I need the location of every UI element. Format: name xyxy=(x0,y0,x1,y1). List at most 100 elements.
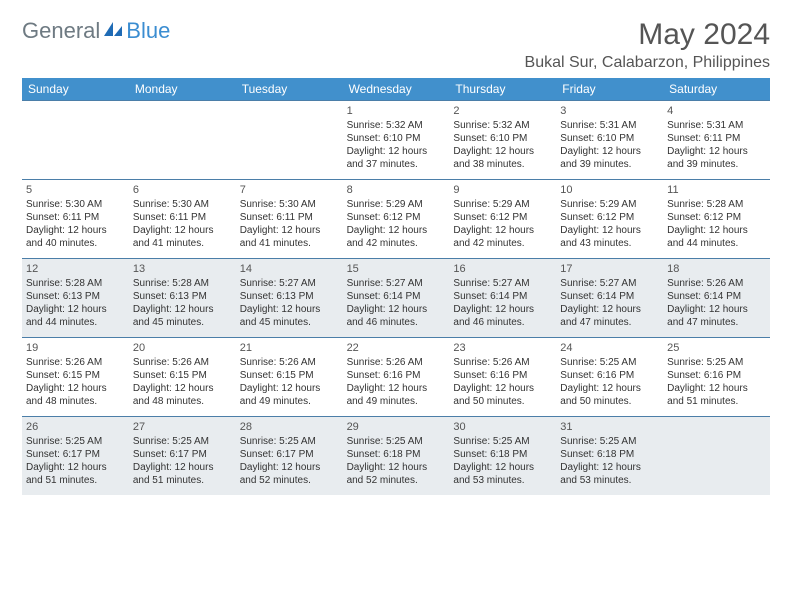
sunrise-text: Sunrise: 5:30 AM xyxy=(240,198,339,211)
daylight-text: Daylight: 12 hours and 38 minutes. xyxy=(453,145,552,171)
sunrise-text: Sunrise: 5:30 AM xyxy=(133,198,232,211)
day-cell: 20Sunrise: 5:26 AMSunset: 6:15 PMDayligh… xyxy=(129,338,236,416)
day-number: 4 xyxy=(667,104,766,118)
calendar-page: General Blue May 2024 Bukal Sur, Calabar… xyxy=(0,0,792,505)
sunrise-text: Sunrise: 5:25 AM xyxy=(26,435,125,448)
day-number: 20 xyxy=(133,341,232,355)
daylight-text: Daylight: 12 hours and 49 minutes. xyxy=(347,382,446,408)
day-number: 19 xyxy=(26,341,125,355)
day-number: 2 xyxy=(453,104,552,118)
sunrise-text: Sunrise: 5:27 AM xyxy=(453,277,552,290)
daylight-text: Daylight: 12 hours and 44 minutes. xyxy=(26,303,125,329)
sunrise-text: Sunrise: 5:32 AM xyxy=(453,119,552,132)
day-cell: 11Sunrise: 5:28 AMSunset: 6:12 PMDayligh… xyxy=(663,180,770,258)
sunset-text: Sunset: 6:17 PM xyxy=(240,448,339,461)
daylight-text: Daylight: 12 hours and 51 minutes. xyxy=(667,382,766,408)
day-cell: 5Sunrise: 5:30 AMSunset: 6:11 PMDaylight… xyxy=(22,180,129,258)
day-cell: 21Sunrise: 5:26 AMSunset: 6:15 PMDayligh… xyxy=(236,338,343,416)
day-cell: 13Sunrise: 5:28 AMSunset: 6:13 PMDayligh… xyxy=(129,259,236,337)
day-number: 31 xyxy=(560,420,659,434)
day-number: 5 xyxy=(26,183,125,197)
sunset-text: Sunset: 6:18 PM xyxy=(347,448,446,461)
day-number: 28 xyxy=(240,420,339,434)
day-number: 11 xyxy=(667,183,766,197)
day-number: 26 xyxy=(26,420,125,434)
day-cell: 29Sunrise: 5:25 AMSunset: 6:18 PMDayligh… xyxy=(343,417,450,495)
sunset-text: Sunset: 6:13 PM xyxy=(133,290,232,303)
sunrise-text: Sunrise: 5:27 AM xyxy=(560,277,659,290)
sunrise-text: Sunrise: 5:25 AM xyxy=(240,435,339,448)
daylight-text: Daylight: 12 hours and 52 minutes. xyxy=(240,461,339,487)
sunset-text: Sunset: 6:14 PM xyxy=(667,290,766,303)
sunset-text: Sunset: 6:11 PM xyxy=(240,211,339,224)
day-cell xyxy=(663,417,770,495)
day-number: 27 xyxy=(133,420,232,434)
sunrise-text: Sunrise: 5:25 AM xyxy=(133,435,232,448)
logo-sail-icon xyxy=(102,20,124,43)
week-row: 5Sunrise: 5:30 AMSunset: 6:11 PMDaylight… xyxy=(22,179,770,258)
weekday-header-row: Sunday Monday Tuesday Wednesday Thursday… xyxy=(22,78,770,100)
sunset-text: Sunset: 6:14 PM xyxy=(347,290,446,303)
daylight-text: Daylight: 12 hours and 40 minutes. xyxy=(26,224,125,250)
daylight-text: Daylight: 12 hours and 41 minutes. xyxy=(240,224,339,250)
sunset-text: Sunset: 6:15 PM xyxy=(133,369,232,382)
sunrise-text: Sunrise: 5:31 AM xyxy=(667,119,766,132)
day-cell: 9Sunrise: 5:29 AMSunset: 6:12 PMDaylight… xyxy=(449,180,556,258)
sunrise-text: Sunrise: 5:25 AM xyxy=(667,356,766,369)
day-cell: 22Sunrise: 5:26 AMSunset: 6:16 PMDayligh… xyxy=(343,338,450,416)
daylight-text: Daylight: 12 hours and 52 minutes. xyxy=(347,461,446,487)
sunset-text: Sunset: 6:10 PM xyxy=(560,132,659,145)
sunrise-text: Sunrise: 5:25 AM xyxy=(560,435,659,448)
sunrise-text: Sunrise: 5:26 AM xyxy=(347,356,446,369)
day-cell: 7Sunrise: 5:30 AMSunset: 6:11 PMDaylight… xyxy=(236,180,343,258)
day-cell: 8Sunrise: 5:29 AMSunset: 6:12 PMDaylight… xyxy=(343,180,450,258)
sunset-text: Sunset: 6:11 PM xyxy=(667,132,766,145)
day-number: 7 xyxy=(240,183,339,197)
week-row: 12Sunrise: 5:28 AMSunset: 6:13 PMDayligh… xyxy=(22,258,770,337)
daylight-text: Daylight: 12 hours and 44 minutes. xyxy=(667,224,766,250)
day-cell: 31Sunrise: 5:25 AMSunset: 6:18 PMDayligh… xyxy=(556,417,663,495)
sunset-text: Sunset: 6:18 PM xyxy=(453,448,552,461)
day-number: 14 xyxy=(240,262,339,276)
sunrise-text: Sunrise: 5:25 AM xyxy=(453,435,552,448)
day-number: 1 xyxy=(347,104,446,118)
day-number: 23 xyxy=(453,341,552,355)
day-cell: 12Sunrise: 5:28 AMSunset: 6:13 PMDayligh… xyxy=(22,259,129,337)
weekday-header: Wednesday xyxy=(343,78,450,100)
sunset-text: Sunset: 6:10 PM xyxy=(453,132,552,145)
day-number: 9 xyxy=(453,183,552,197)
sunset-text: Sunset: 6:11 PM xyxy=(26,211,125,224)
sunrise-text: Sunrise: 5:27 AM xyxy=(347,277,446,290)
logo-text-general: General xyxy=(22,18,100,44)
day-cell: 10Sunrise: 5:29 AMSunset: 6:12 PMDayligh… xyxy=(556,180,663,258)
weekday-header: Tuesday xyxy=(236,78,343,100)
daylight-text: Daylight: 12 hours and 37 minutes. xyxy=(347,145,446,171)
day-number: 18 xyxy=(667,262,766,276)
sunset-text: Sunset: 6:10 PM xyxy=(347,132,446,145)
sunrise-text: Sunrise: 5:26 AM xyxy=(240,356,339,369)
daylight-text: Daylight: 12 hours and 46 minutes. xyxy=(453,303,552,329)
day-cell: 19Sunrise: 5:26 AMSunset: 6:15 PMDayligh… xyxy=(22,338,129,416)
day-cell: 16Sunrise: 5:27 AMSunset: 6:14 PMDayligh… xyxy=(449,259,556,337)
sunset-text: Sunset: 6:17 PM xyxy=(133,448,232,461)
day-cell: 17Sunrise: 5:27 AMSunset: 6:14 PMDayligh… xyxy=(556,259,663,337)
day-cell: 27Sunrise: 5:25 AMSunset: 6:17 PMDayligh… xyxy=(129,417,236,495)
sunrise-text: Sunrise: 5:32 AM xyxy=(347,119,446,132)
day-cell: 4Sunrise: 5:31 AMSunset: 6:11 PMDaylight… xyxy=(663,101,770,179)
day-cell: 3Sunrise: 5:31 AMSunset: 6:10 PMDaylight… xyxy=(556,101,663,179)
sunset-text: Sunset: 6:16 PM xyxy=(667,369,766,382)
sunrise-text: Sunrise: 5:30 AM xyxy=(26,198,125,211)
day-number: 13 xyxy=(133,262,232,276)
day-number: 16 xyxy=(453,262,552,276)
daylight-text: Daylight: 12 hours and 51 minutes. xyxy=(26,461,125,487)
day-cell xyxy=(22,101,129,179)
daylight-text: Daylight: 12 hours and 48 minutes. xyxy=(133,382,232,408)
day-cell xyxy=(129,101,236,179)
daylight-text: Daylight: 12 hours and 45 minutes. xyxy=(240,303,339,329)
week-row: 19Sunrise: 5:26 AMSunset: 6:15 PMDayligh… xyxy=(22,337,770,416)
day-number: 12 xyxy=(26,262,125,276)
sunset-text: Sunset: 6:16 PM xyxy=(560,369,659,382)
day-number: 22 xyxy=(347,341,446,355)
day-cell: 25Sunrise: 5:25 AMSunset: 6:16 PMDayligh… xyxy=(663,338,770,416)
sunrise-text: Sunrise: 5:31 AM xyxy=(560,119,659,132)
